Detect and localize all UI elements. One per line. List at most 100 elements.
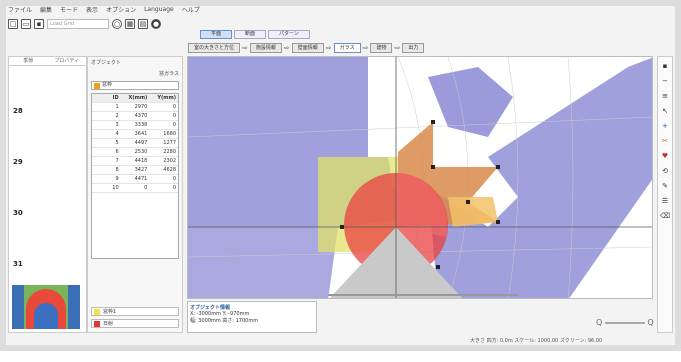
rotate-icon[interactable]: ⟲ (662, 167, 668, 175)
add-icon[interactable]: + (662, 122, 668, 130)
arrow-right-icon: ⇨ (325, 44, 332, 52)
zoom-control[interactable]: Q Q (596, 318, 654, 327)
tab-season[interactable]: 季節 (23, 58, 34, 64)
tab-properties[interactable]: プロパティ (54, 58, 80, 64)
minus-icon[interactable]: − (662, 77, 668, 85)
cell[interactable]: 1277 (163, 140, 177, 146)
refresh-icon[interactable]: ○ (112, 19, 122, 29)
pencil-icon[interactable]: ✎ (662, 182, 668, 190)
plan-view-button[interactable]: 平面 (200, 30, 233, 39)
cell: 4 (115, 131, 119, 137)
cursor-icon[interactable]: ↖ (662, 107, 668, 115)
cell[interactable]: 4418 (134, 158, 148, 164)
menu-options[interactable]: オプション (106, 6, 137, 14)
table-row[interactable]: 1 2970 0 (92, 103, 178, 112)
cell[interactable]: 2530 (134, 149, 148, 155)
search-input[interactable]: Load Grid (47, 19, 109, 29)
table-row[interactable]: 7 4418 2302 (92, 157, 178, 166)
legend-item-sun[interactable]: 日射 (91, 319, 179, 328)
legend-label: 日射 (103, 321, 114, 327)
grid-icon[interactable]: ▦ (125, 19, 135, 29)
cell: 6 (115, 149, 119, 155)
day-item[interactable]: 28 (13, 107, 23, 115)
step-building[interactable]: 建物 (370, 43, 393, 53)
table-row[interactable]: 8 3427 4628 (92, 166, 178, 175)
cell[interactable]: 0 (172, 122, 177, 128)
menu-bar: ファイル 編集 モード 表示 オプション Language ヘルプ (8, 4, 200, 14)
menu-view[interactable]: 表示 (86, 6, 99, 14)
save-icon[interactable]: ▪ (34, 19, 44, 29)
section-view-button[interactable]: 断面 (234, 30, 267, 39)
step-facility[interactable]: 施設情報 (249, 43, 282, 53)
cell[interactable]: 4497 (134, 140, 148, 146)
cell: 9 (115, 176, 119, 182)
status-bar: 大きさ 四方: 0.0m スケール: 1000.00 スクリーン: 96.00 (470, 338, 603, 344)
pattern-view-button[interactable]: パターン (268, 30, 310, 39)
cell: 2 (115, 113, 119, 119)
list-icon[interactable]: ≡ (662, 92, 668, 100)
step-output[interactable]: 出力 (402, 43, 425, 53)
cell[interactable]: 0 (172, 185, 177, 191)
menu-help[interactable]: ヘルプ (181, 6, 200, 14)
drawing-canvas[interactable] (187, 56, 653, 299)
day-item[interactable]: 29 (13, 158, 23, 166)
cell[interactable]: 2280 (163, 149, 177, 155)
layers-icon[interactable]: ☰ (661, 197, 669, 205)
layout-icon[interactable]: ▤ (138, 19, 148, 29)
delete-icon[interactable]: ⌫ (660, 212, 670, 220)
table-row[interactable]: 2 4370 0 (92, 112, 178, 121)
cell[interactable]: 2302 (163, 158, 177, 164)
heart-icon[interactable]: ♥ (661, 152, 669, 160)
cell[interactable]: 4370 (134, 113, 148, 119)
new-file-icon[interactable]: □ (8, 19, 18, 29)
menu-language[interactable]: Language (144, 5, 174, 13)
cell[interactable]: 3427 (134, 167, 148, 173)
table-header: X(mm) (128, 95, 148, 101)
cell[interactable]: 2970 (134, 104, 148, 110)
table-row[interactable]: 10 0 0 (92, 184, 178, 193)
cell: 5 (115, 140, 119, 146)
open-folder-icon[interactable]: ▭ (21, 19, 31, 29)
step-glass[interactable]: ガラス (333, 43, 361, 53)
zoom-in-icon[interactable]: Q (647, 318, 654, 327)
arrow-right-icon: ⇨ (362, 44, 369, 52)
scissors-icon[interactable]: ✂ (662, 137, 668, 145)
cell: 3 (115, 122, 119, 128)
cell[interactable]: 3338 (134, 122, 148, 128)
step-room[interactable]: 室の大きさと方位 (188, 43, 241, 53)
table-row[interactable]: 9 4471 0 (92, 175, 178, 184)
table-header: Y(mm) (157, 95, 177, 101)
shadow-region (428, 57, 652, 298)
table-row[interactable]: 4 3641 1680 (92, 130, 178, 139)
table-row[interactable]: 6 2530 2280 (92, 148, 178, 157)
cell[interactable]: 0 (172, 176, 177, 182)
vertex-handles[interactable] (340, 120, 500, 269)
legend-item-window[interactable]: 窓枠1 (91, 307, 179, 316)
step-wall[interactable]: 壁面情報 (291, 43, 324, 53)
cell[interactable]: 0 (172, 113, 177, 119)
menu-file[interactable]: ファイル (8, 6, 33, 14)
left-tabs: 季節 プロパティ (9, 57, 86, 66)
object-select[interactable]: 窓枠 (91, 81, 179, 90)
view-switch: 平面 断面 パターン (200, 30, 310, 39)
preview-thumbnail[interactable] (12, 285, 80, 329)
building-annex[interactable] (448, 197, 498, 227)
settings-icon[interactable]: ● (151, 19, 161, 29)
cell[interactable]: 4471 (134, 176, 148, 182)
cell[interactable]: 1680 (163, 131, 177, 137)
table-row[interactable]: 3 3338 0 (92, 121, 178, 130)
cell[interactable]: 0 (144, 185, 148, 191)
object-panel: オブジェクト 窓ガラス 窓枠 ID X(mm) Y(mm) 1 2970 0 2 43… (87, 56, 183, 333)
day-item[interactable]: 31 (13, 260, 23, 268)
cell[interactable]: 0 (172, 104, 177, 110)
cell[interactable]: 4628 (163, 167, 177, 173)
zoom-out-icon[interactable]: Q (596, 318, 603, 327)
menu-mode[interactable]: モード (60, 6, 79, 14)
cell[interactable]: 3641 (134, 131, 148, 137)
menu-edit[interactable]: 編集 (40, 6, 53, 14)
table-row[interactable]: 5 4497 1277 (92, 139, 178, 148)
right-toolbar: ▪ − ≡ ↖ + ✂ ♥ ⟲ ✎ ☰ ⌫ (657, 56, 673, 333)
panel-subtitle: 窓ガラス (159, 71, 179, 77)
day-item[interactable]: 30 (13, 209, 23, 217)
pin-icon[interactable]: ▪ (662, 62, 668, 70)
